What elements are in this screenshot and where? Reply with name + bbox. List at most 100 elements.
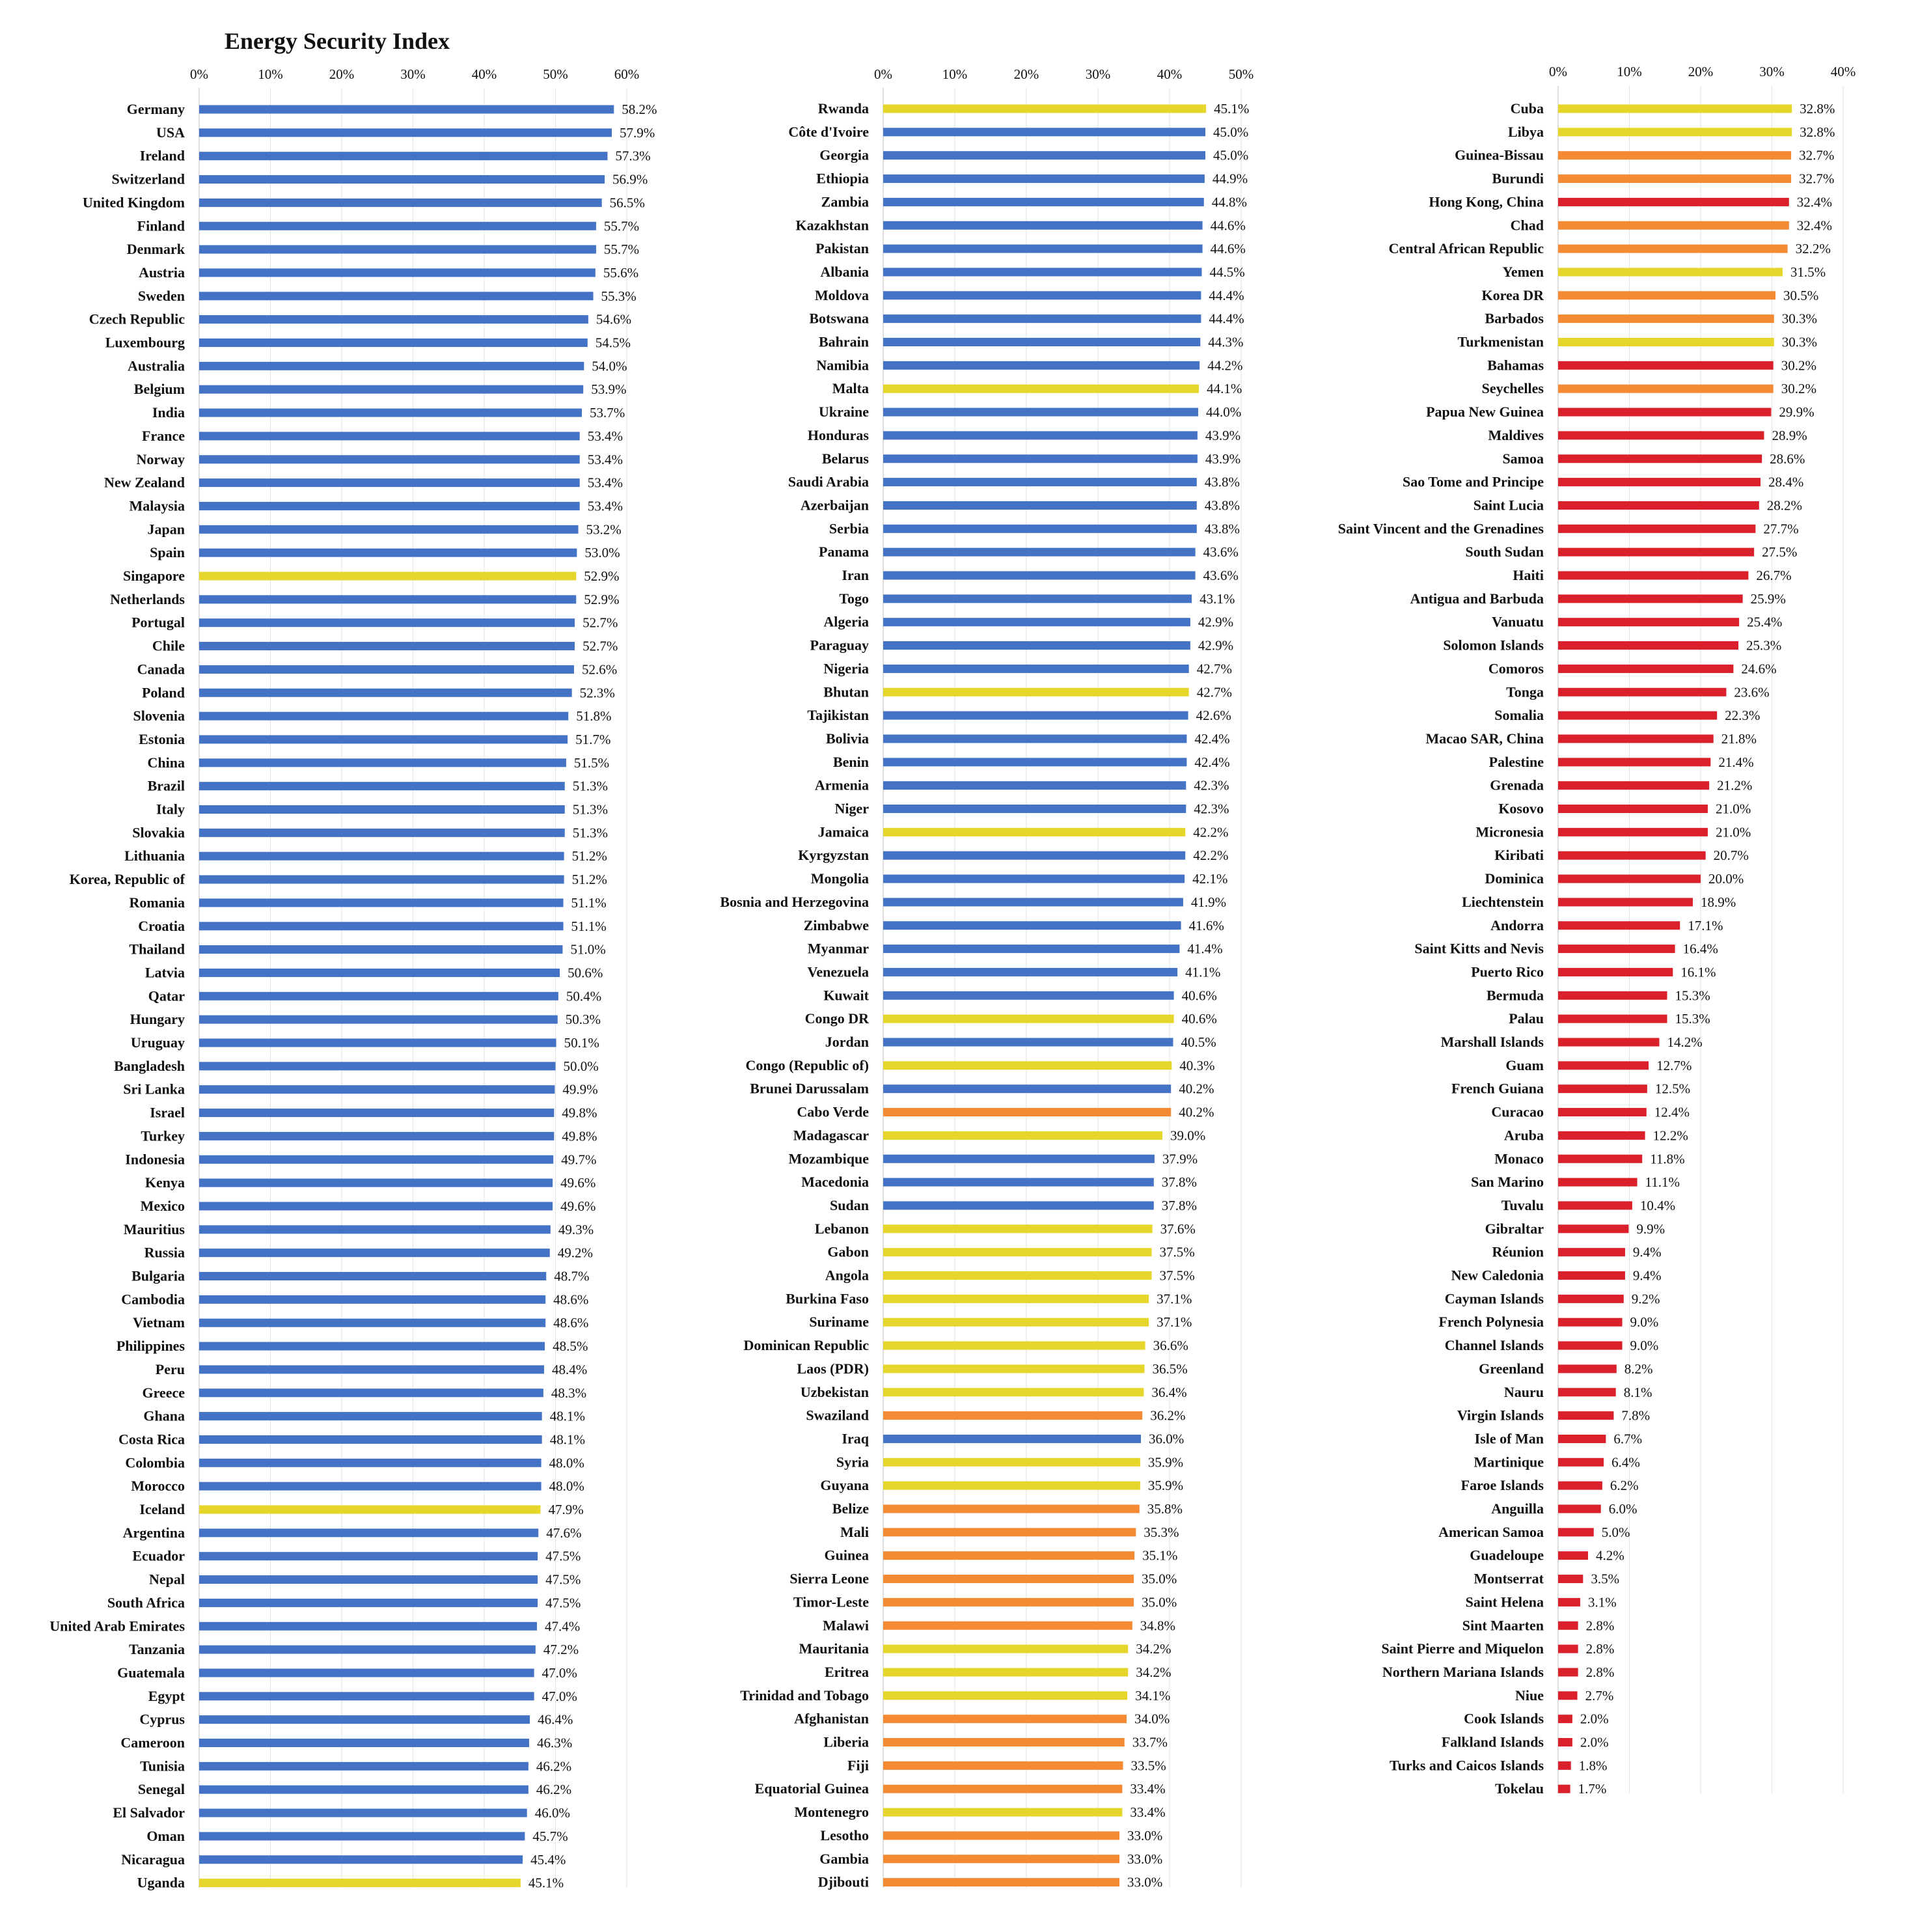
bar: [199, 1038, 556, 1047]
category-label: Martinique: [1473, 1454, 1544, 1470]
bar: [1558, 478, 1761, 487]
value-label: 44.9%: [1213, 171, 1248, 187]
value-label: 49.8%: [562, 1128, 597, 1144]
category-label: Chad: [1511, 217, 1544, 233]
category-label: Latvia: [145, 964, 185, 980]
value-label: 55.7%: [604, 218, 639, 234]
bar: [1558, 1038, 1660, 1047]
value-label: 25.4%: [1747, 614, 1782, 630]
bar: [199, 572, 577, 581]
value-label: 37.5%: [1160, 1245, 1195, 1260]
bar: [1558, 1668, 1578, 1677]
value-label: 45.1%: [1214, 101, 1249, 117]
value-label: 20.7%: [1714, 848, 1749, 863]
bar: [199, 782, 565, 791]
value-label: 47.5%: [545, 1595, 581, 1610]
category-label: Algeria: [823, 614, 869, 630]
bar: [1558, 618, 1740, 627]
bar: [883, 898, 1183, 907]
bar: [883, 407, 1198, 417]
value-label: 35.8%: [1147, 1501, 1183, 1517]
x-tick-label: 0%: [1549, 64, 1567, 79]
bar: [883, 1154, 1155, 1163]
bar: [883, 104, 1207, 113]
bar: [1558, 991, 1667, 1000]
category-label: Sri Lanka: [123, 1081, 185, 1097]
category-label: Czech Republic: [89, 311, 185, 327]
bar: [883, 1808, 1123, 1817]
category-label: Guyana: [820, 1477, 869, 1493]
category-label: Egypt: [148, 1688, 185, 1704]
bar: [1558, 221, 1789, 230]
value-label: 52.7%: [582, 639, 618, 654]
category-label: Liechtenstein: [1462, 894, 1544, 910]
value-label: 21.4%: [1718, 754, 1753, 770]
bar: [1558, 524, 1756, 533]
category-label: Indonesia: [125, 1151, 185, 1167]
bar: [1558, 361, 1774, 370]
value-label: 50.6%: [568, 965, 603, 980]
bar: [199, 1202, 553, 1211]
value-label: 25.3%: [1746, 638, 1781, 654]
category-label: Barbados: [1485, 310, 1544, 327]
category-label: Finland: [137, 217, 185, 234]
value-label: 46.4%: [538, 1712, 573, 1728]
category-label: Sierra Leone: [789, 1571, 869, 1587]
bar: [883, 1878, 1119, 1887]
bar: [883, 945, 1180, 954]
value-label: 27.7%: [1763, 521, 1798, 536]
bar: [1558, 1738, 1572, 1746]
category-label: Romania: [129, 894, 185, 911]
category-label: Swaziland: [806, 1407, 869, 1424]
value-label: 26.7%: [1756, 568, 1791, 583]
value-label: 30.5%: [1783, 288, 1818, 303]
bar: [883, 478, 1197, 487]
category-label: Hong Kong, China: [1429, 193, 1544, 210]
category-label: Rwanda: [818, 100, 869, 117]
category-label: Myanmar: [808, 941, 869, 957]
value-label: 55.6%: [603, 265, 638, 281]
value-label: 11.1%: [1645, 1174, 1680, 1190]
category-label: Fiji: [847, 1757, 869, 1773]
bar: [199, 1622, 538, 1631]
value-label: 40.6%: [1182, 987, 1217, 1003]
bar: [199, 1178, 553, 1187]
x-tick-label: 30%: [1086, 66, 1111, 82]
bar: [199, 315, 588, 324]
value-label: 49.8%: [562, 1105, 597, 1121]
bar: [883, 1551, 1135, 1560]
value-label: 50.4%: [566, 988, 601, 1004]
bar: [1558, 1551, 1588, 1560]
bar: [1558, 945, 1675, 954]
category-label: Ghana: [143, 1408, 185, 1424]
bar: [199, 711, 569, 721]
value-label: 40.5%: [1181, 1034, 1216, 1050]
bar: [883, 1388, 1144, 1397]
value-label: 47.0%: [542, 1665, 577, 1681]
category-label: Tajikistan: [807, 707, 869, 723]
bar: [1558, 244, 1788, 253]
value-label: 47.5%: [545, 1549, 581, 1564]
bar: [883, 197, 1204, 206]
category-label: Guinea: [825, 1547, 869, 1564]
bar: [883, 1061, 1172, 1070]
category-label: Nigeria: [823, 660, 869, 676]
category-label: Gambia: [819, 1851, 869, 1867]
bar: [1558, 1528, 1594, 1537]
value-label: 43.9%: [1205, 428, 1240, 443]
category-label: Niue: [1515, 1687, 1544, 1704]
value-label: 53.7%: [590, 405, 625, 421]
bar: [199, 1272, 547, 1280]
bar: [199, 1458, 541, 1467]
bar: [199, 268, 596, 277]
bar: [1558, 1154, 1643, 1163]
category-label: Anguilla: [1491, 1500, 1544, 1517]
category-label: Cambodia: [121, 1291, 185, 1307]
value-label: 9.4%: [1633, 1268, 1662, 1284]
value-label: 53.4%: [588, 452, 623, 467]
bar: [1558, 1784, 1570, 1793]
bar: [883, 1761, 1123, 1770]
bar: [199, 1528, 539, 1538]
value-label: 4.2%: [1596, 1548, 1624, 1564]
